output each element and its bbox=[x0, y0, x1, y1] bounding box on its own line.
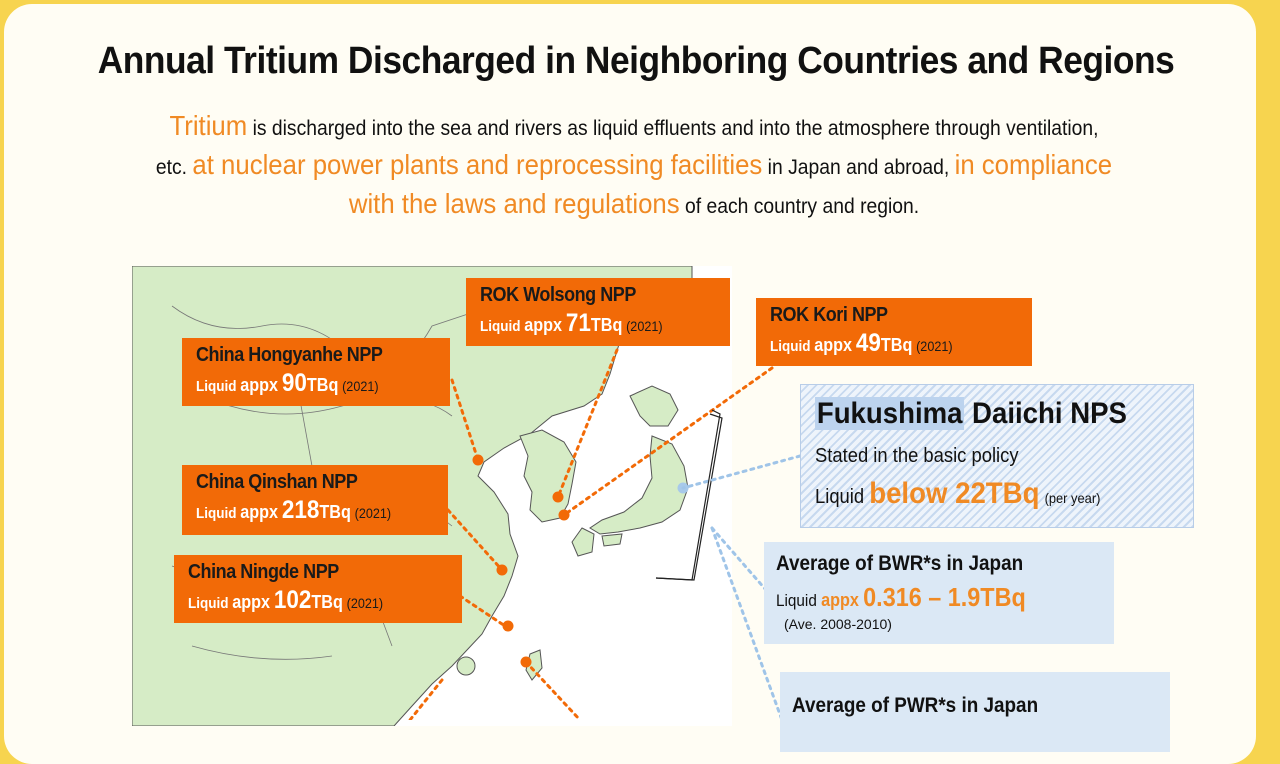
fukushima-title: Fukushima Daiichi NPS bbox=[815, 397, 1127, 430]
plant-box-rok-wolsong: ROK Wolsong NPP Liquid appx 71TBq (2021) bbox=[466, 278, 730, 346]
fukushima-stated: Stated in the basic policy bbox=[815, 445, 1019, 467]
intro-text-4: of each country and region. bbox=[679, 195, 920, 218]
fukushima-liquid-line: Liquid below 22TBq (per year) bbox=[815, 477, 1101, 510]
pwr-average-box: Average of PWR*s in Japan bbox=[780, 672, 1170, 752]
plant-box-china-ningde: China Ningde NPP Liquid appx 102TBq (202… bbox=[174, 555, 462, 623]
marker-kori bbox=[558, 509, 570, 521]
plant-value-line: Liquid appx 71TBq (2021) bbox=[480, 309, 663, 337]
bwr-liquid-line: Liquid appx 0.316 – 1.9TBq bbox=[776, 582, 1026, 612]
bwr-average-box: Average of BWR*s in Japan Liquid appx 0.… bbox=[764, 542, 1114, 644]
pwr-title: Average of PWR*s in Japan bbox=[792, 694, 1039, 717]
intro-highlight-compliance: in compliance bbox=[954, 149, 1113, 180]
intro-highlight-tritium: Tritium bbox=[169, 110, 248, 141]
bwr-title: Average of BWR*s in Japan bbox=[776, 552, 1024, 575]
plant-name: China Qinshan NPP bbox=[196, 471, 358, 493]
intro-text-3: in Japan and abroad, bbox=[762, 156, 955, 179]
intro-highlight-laws: with the laws and regulations bbox=[348, 188, 680, 219]
plant-box-china-hongyanhe: China Hongyanhe NPP Liquid appx 90TBq (2… bbox=[182, 338, 450, 406]
marker-wolsong bbox=[552, 491, 564, 503]
plant-name: China Hongyanhe NPP bbox=[196, 344, 383, 366]
plant-value-line: Liquid appx 218TBq (2021) bbox=[196, 496, 392, 524]
japan-shikoku bbox=[601, 533, 623, 547]
intro-highlight-facilities: at nuclear power plants and reprocessing… bbox=[192, 149, 763, 180]
fukushima-box: Fukushima Daiichi NPS Stated in the basi… bbox=[800, 384, 1194, 528]
japan-kyushu bbox=[571, 527, 595, 557]
bwr-note: (Ave. 2008-2010) bbox=[784, 616, 892, 632]
marker-qinshan bbox=[496, 564, 508, 576]
plant-value-line: Liquid appx 49TBq (2021) bbox=[770, 329, 953, 357]
plant-box-china-qinshan: China Qinshan NPP Liquid appx 218TBq (20… bbox=[182, 465, 448, 535]
plant-name: ROK Wolsong NPP bbox=[480, 284, 636, 306]
plant-name: China Ningde NPP bbox=[188, 561, 339, 583]
intro-text-2: etc. bbox=[155, 156, 193, 179]
marker-fukushima bbox=[677, 482, 689, 494]
intro-text-1: is discharged into the sea and rivers as… bbox=[247, 117, 1099, 140]
marker-ningde bbox=[502, 620, 514, 632]
marker-hongyanhe bbox=[472, 454, 484, 466]
plant-box-rok-kori: ROK Kori NPP Liquid appx 49TBq (2021) bbox=[756, 298, 1032, 366]
intro-text: Tritium is discharged into the sea and r… bbox=[91, 108, 1177, 225]
page-title: Annual Tritium Discharged in Neighboring… bbox=[97, 40, 1175, 82]
marker-extra bbox=[520, 656, 532, 668]
plant-value-line: Liquid appx 102TBq (2021) bbox=[188, 586, 384, 614]
plant-name: ROK Kori NPP bbox=[770, 304, 888, 326]
plant-value-line: Liquid appx 90TBq (2021) bbox=[196, 369, 379, 397]
